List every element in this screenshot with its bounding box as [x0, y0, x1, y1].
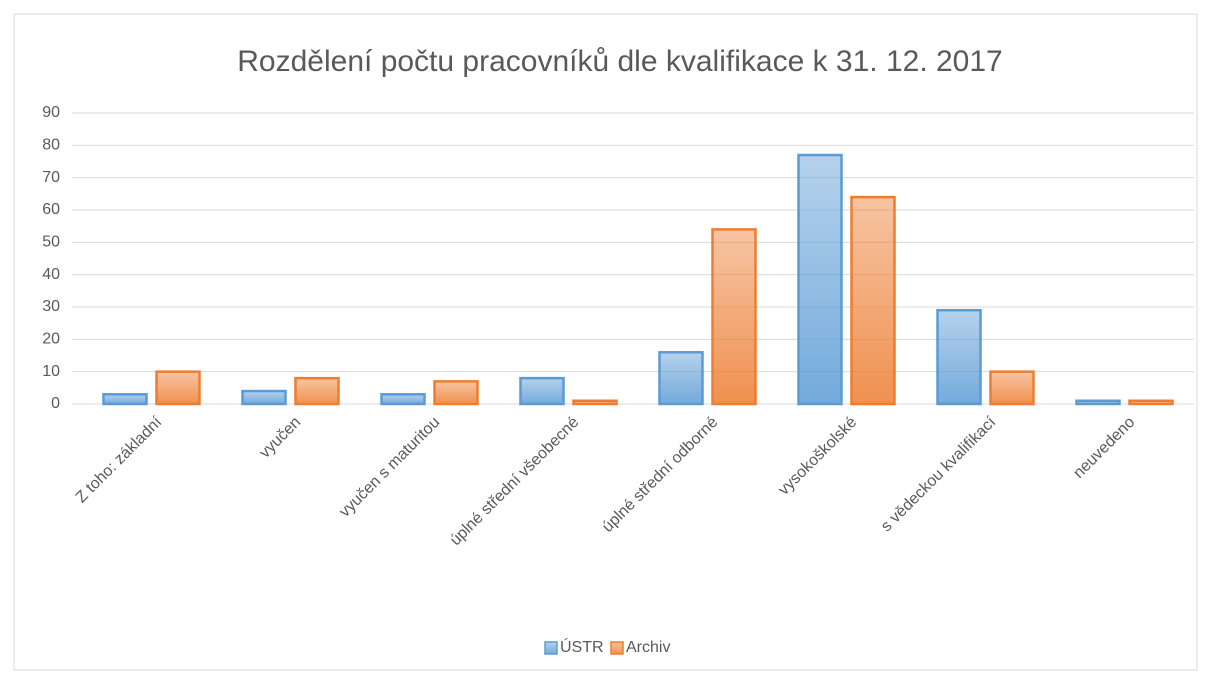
bar — [572, 399, 618, 406]
bar — [519, 376, 565, 406]
y-tick-label: 90 — [42, 104, 60, 121]
y-tick-label: 30 — [42, 298, 60, 315]
bar — [1075, 399, 1121, 406]
bar — [294, 376, 340, 406]
y-tick-label: 40 — [42, 266, 60, 283]
bar — [102, 393, 148, 406]
y-tick-label: 20 — [42, 331, 60, 348]
y-tick-label: 70 — [42, 169, 60, 186]
chart-title: Rozdělení počtu pracovníků dle kvalifika… — [237, 45, 1002, 78]
bar — [850, 195, 896, 406]
legend-swatch — [544, 641, 558, 655]
bar — [936, 308, 982, 406]
bar — [658, 351, 704, 406]
chart-frame — [13, 13, 1198, 671]
legend-swatch — [610, 641, 624, 655]
bar — [433, 380, 479, 406]
y-tick-label: 50 — [42, 234, 60, 251]
bar — [711, 228, 757, 406]
bar — [1128, 399, 1174, 406]
legend-label: Archiv — [626, 639, 670, 656]
bar — [155, 370, 201, 406]
legend-label: ÚSTR — [560, 637, 604, 656]
bar — [241, 389, 287, 406]
y-tick-label: 10 — [42, 363, 60, 380]
y-tick-label: 0 — [51, 395, 60, 412]
y-tick-label: 60 — [42, 201, 60, 218]
y-tick-label: 80 — [42, 137, 60, 154]
bar — [797, 153, 843, 406]
bar — [380, 393, 426, 406]
bar — [989, 370, 1035, 406]
